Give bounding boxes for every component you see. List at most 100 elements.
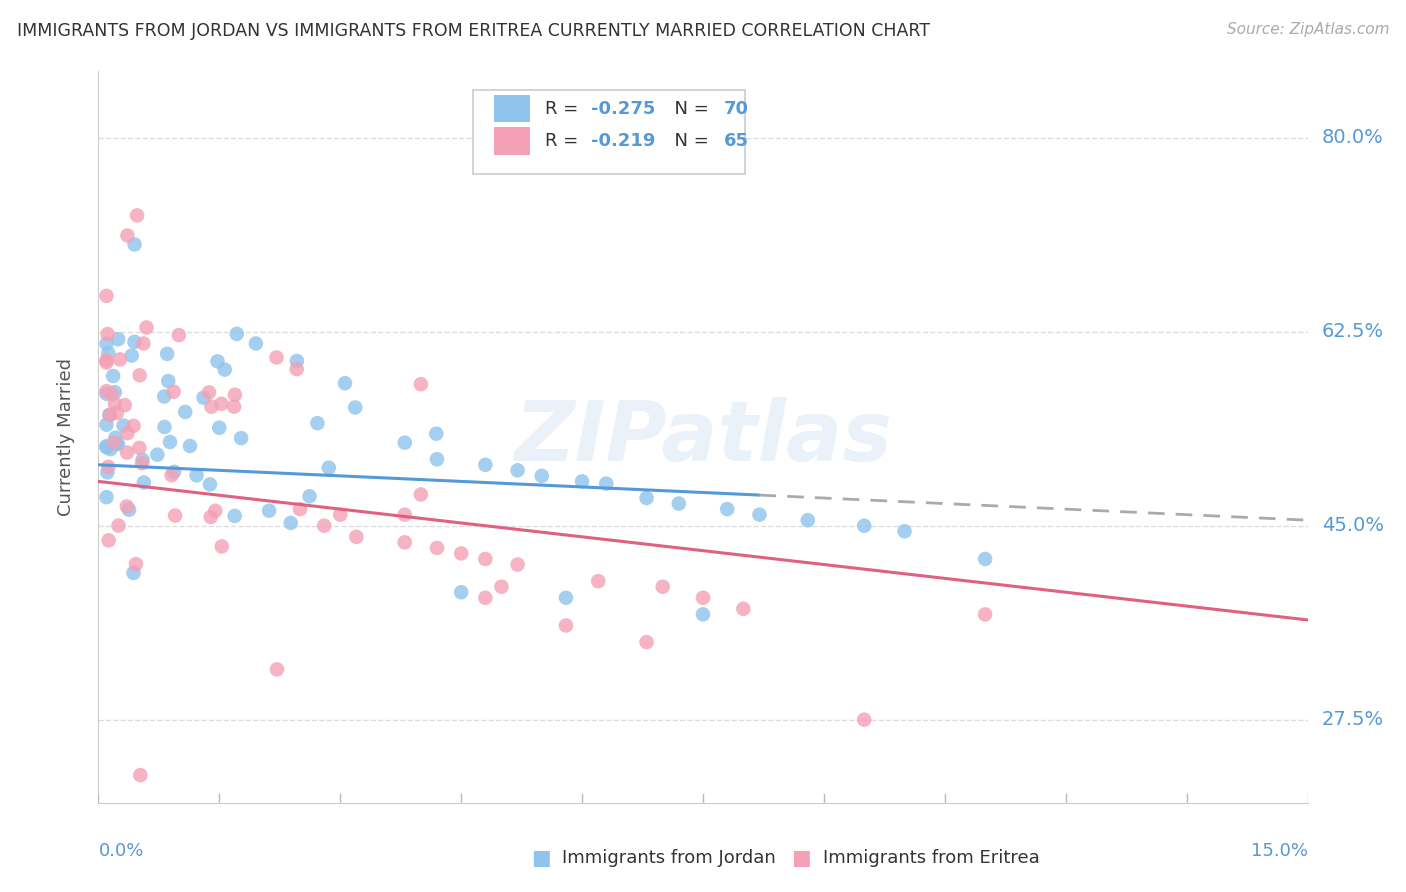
Text: -0.275: -0.275	[591, 100, 655, 118]
Text: 45.0%: 45.0%	[1322, 516, 1384, 535]
Point	[117, 228, 139, 243]
Point	[409, 487, 432, 501]
Point	[132, 475, 155, 490]
Point	[692, 607, 714, 622]
Text: 15.0%: 15.0%	[1250, 842, 1308, 860]
Point	[115, 500, 138, 514]
Text: 70: 70	[724, 100, 748, 118]
Point	[224, 388, 246, 402]
Point	[450, 585, 472, 599]
Point	[198, 477, 221, 491]
Point	[96, 417, 118, 432]
Point	[160, 468, 183, 483]
Point	[555, 591, 578, 605]
Point	[153, 389, 176, 403]
Point	[186, 468, 208, 483]
Point	[107, 332, 129, 346]
Point	[211, 397, 233, 411]
Point	[229, 431, 252, 445]
Point	[108, 352, 131, 367]
Point	[426, 541, 449, 555]
Point	[571, 475, 593, 489]
Point	[96, 336, 118, 351]
Text: Immigrants from Eritrea: Immigrants from Eritrea	[823, 849, 1039, 867]
Point	[118, 502, 141, 516]
Point	[474, 552, 496, 566]
Point	[156, 347, 179, 361]
Point	[122, 566, 145, 580]
Point	[211, 540, 233, 554]
Point	[96, 439, 118, 453]
Point	[101, 387, 124, 401]
Point	[131, 456, 153, 470]
Point	[200, 400, 222, 414]
Point	[974, 552, 997, 566]
Point	[135, 320, 157, 334]
Point	[344, 530, 367, 544]
Point	[98, 408, 121, 422]
Point	[115, 445, 138, 459]
Text: Immigrants from Jordan: Immigrants from Jordan	[562, 849, 776, 867]
Point	[96, 384, 118, 399]
Point	[96, 353, 118, 368]
Text: N =: N =	[664, 100, 714, 118]
Point	[162, 384, 184, 399]
Point	[105, 406, 128, 420]
Point	[474, 458, 496, 472]
Point	[146, 448, 169, 462]
Point	[668, 497, 690, 511]
Point	[298, 489, 321, 503]
Point	[555, 618, 578, 632]
Point	[159, 434, 181, 449]
Point	[96, 386, 118, 401]
Point	[165, 508, 187, 523]
Point	[733, 602, 755, 616]
Point	[107, 518, 129, 533]
Point	[153, 420, 176, 434]
Point	[107, 437, 129, 451]
Point	[101, 368, 124, 383]
Point	[96, 440, 118, 454]
Text: R =: R =	[544, 100, 583, 118]
Text: 62.5%: 62.5%	[1322, 322, 1385, 342]
Point	[104, 385, 127, 400]
Point	[124, 237, 146, 252]
Text: -0.219: -0.219	[591, 132, 655, 150]
Point	[207, 354, 229, 368]
Point	[96, 355, 118, 369]
Point	[98, 442, 121, 457]
Text: 80.0%: 80.0%	[1322, 128, 1384, 147]
FancyBboxPatch shape	[494, 95, 530, 122]
Point	[157, 374, 180, 388]
Point	[132, 336, 155, 351]
Point	[595, 476, 617, 491]
Point	[200, 510, 222, 524]
Point	[288, 502, 311, 516]
Point	[409, 377, 432, 392]
Text: ■: ■	[792, 848, 811, 868]
Text: ZIPatlas: ZIPatlas	[515, 397, 891, 477]
Point	[329, 508, 352, 522]
Point	[318, 460, 340, 475]
Point	[333, 376, 356, 391]
Point	[285, 362, 308, 376]
Point	[394, 535, 416, 549]
Point	[636, 491, 658, 505]
Point	[129, 768, 152, 782]
Point	[112, 418, 135, 433]
Point	[128, 441, 150, 455]
Point	[426, 452, 449, 467]
Point	[128, 368, 150, 383]
Text: 65: 65	[724, 132, 748, 150]
Point	[174, 405, 197, 419]
Point	[97, 533, 120, 548]
Point	[122, 418, 145, 433]
Point	[692, 591, 714, 605]
Point	[96, 289, 118, 303]
Point	[124, 334, 146, 349]
Point	[117, 426, 139, 441]
Point	[224, 508, 246, 523]
Point	[225, 326, 247, 341]
Point	[97, 326, 120, 341]
Point	[425, 426, 447, 441]
